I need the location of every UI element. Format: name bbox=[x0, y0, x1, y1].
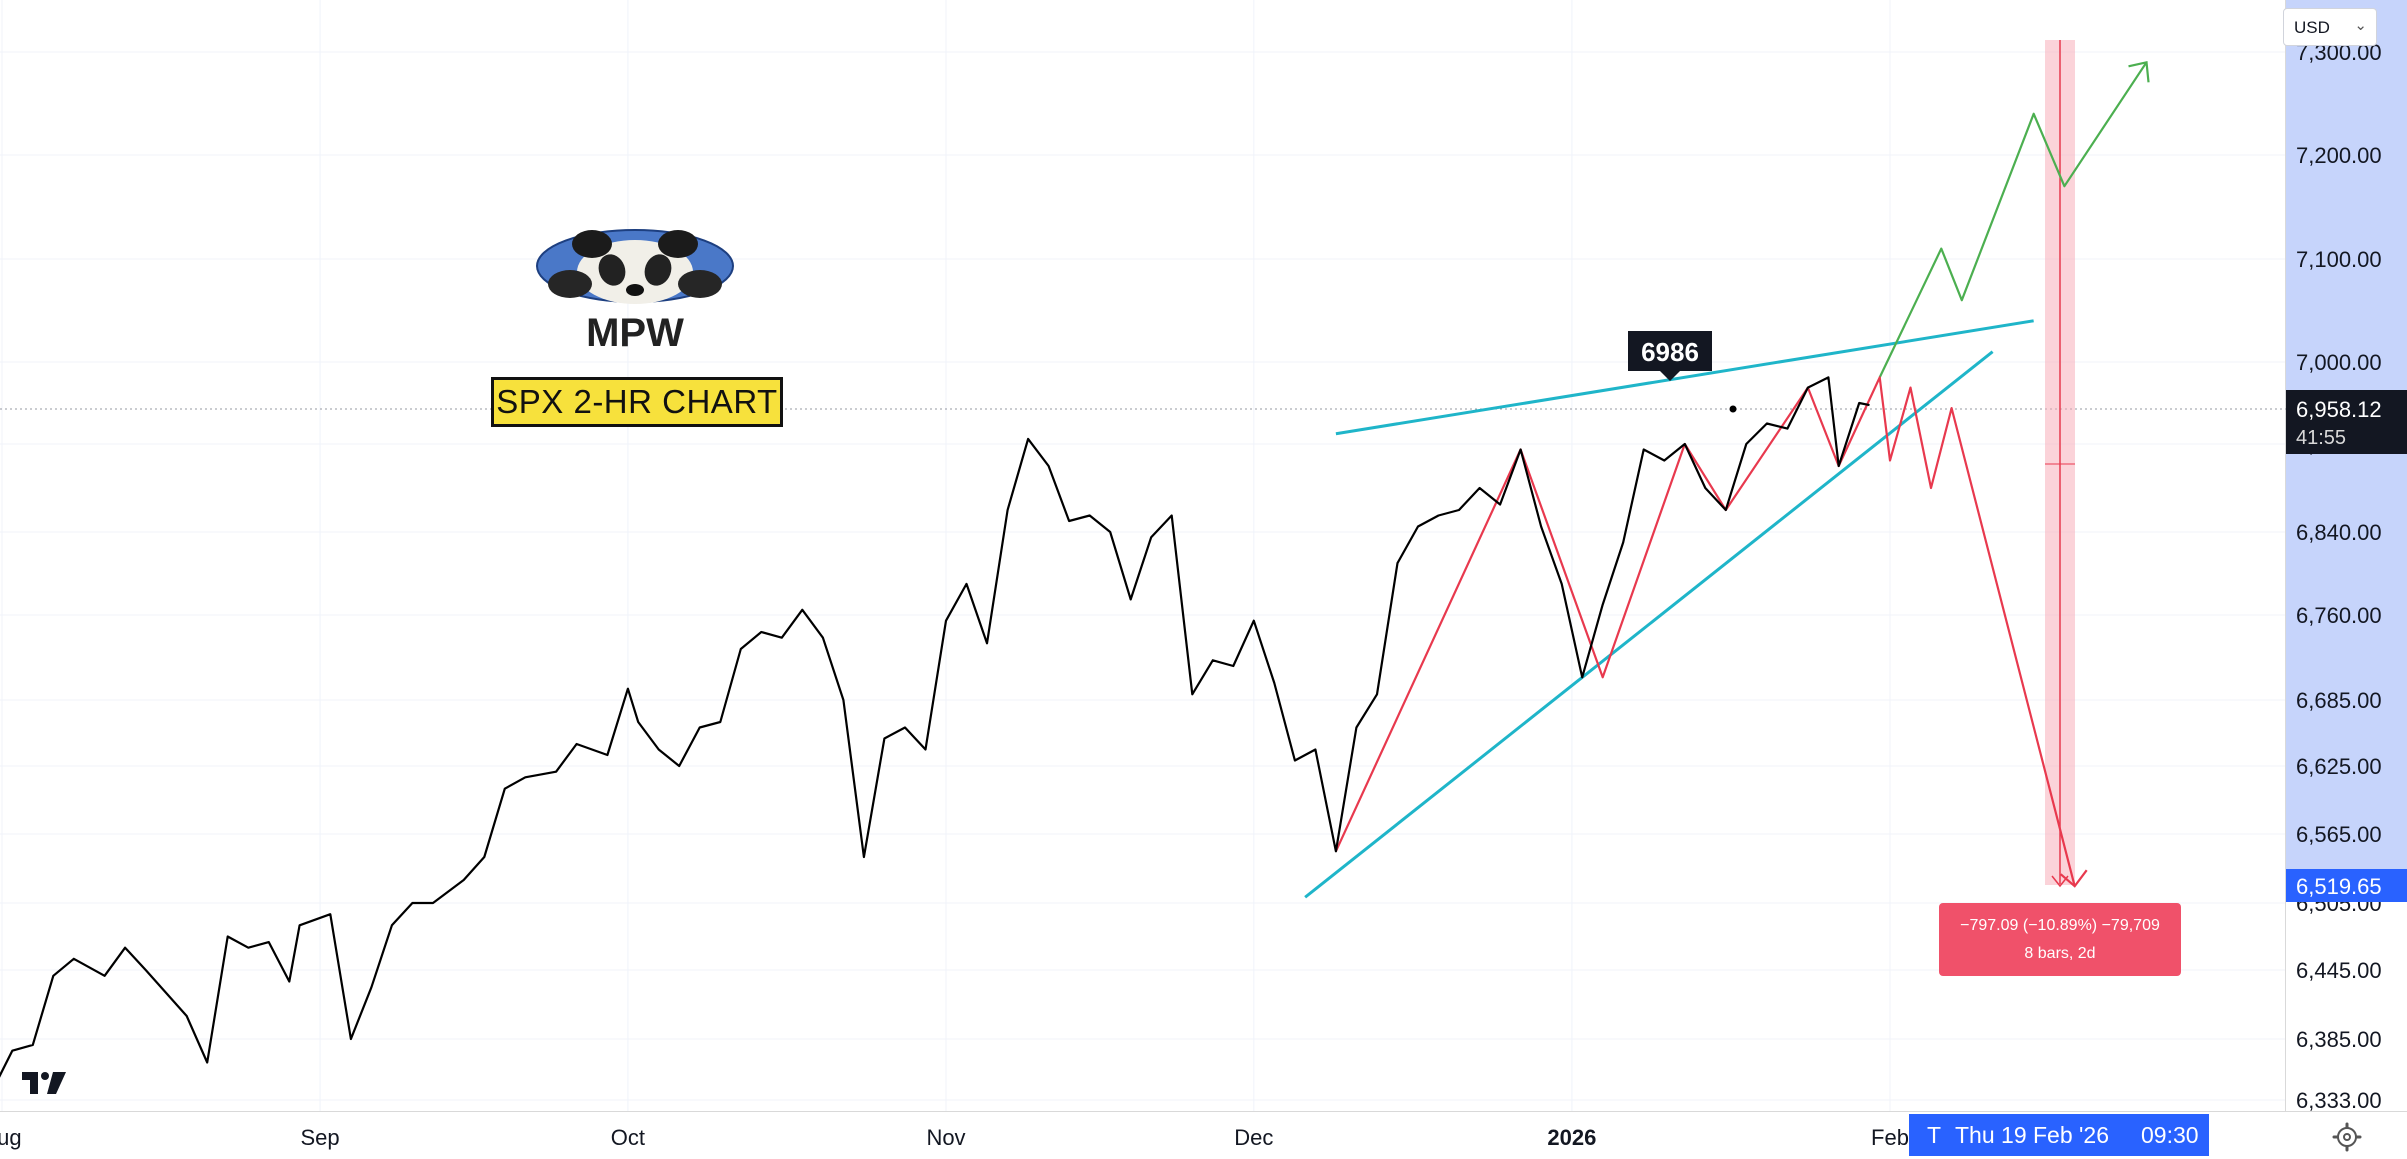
price-tick-label: 7,100.00 bbox=[2296, 247, 2382, 272]
time-axis-ticks: Aug Sep Oct Nov Dec 2026 Feb bbox=[0, 1125, 1909, 1150]
last-price-dot bbox=[1729, 405, 1737, 413]
crosshair-prefix: T bbox=[1927, 1122, 1942, 1148]
time-tick-label: Sep bbox=[301, 1125, 340, 1150]
price-series-line bbox=[0, 376, 1870, 1078]
chart-title: SPX 2-HR CHART bbox=[491, 377, 783, 427]
price-tick-label: 6,840.00 bbox=[2296, 520, 2382, 545]
target-price-tag: 6,519.65 bbox=[2286, 869, 2407, 902]
chart-grid bbox=[0, 0, 2285, 1111]
price-tick-label: 6,625.00 bbox=[2296, 754, 2382, 779]
peak-label-text: 6986 bbox=[1641, 337, 1699, 367]
current-price-tag: 6,958.12 41:55 bbox=[2286, 390, 2407, 454]
currency-label: USD bbox=[2294, 18, 2330, 37]
price-axis-highlight-lower bbox=[2286, 884, 2407, 1111]
measure-change: −797.09 (−10.89%) −79,709 bbox=[1960, 917, 2160, 934]
price-series bbox=[0, 376, 1870, 1078]
price-tick-label: 6,445.00 bbox=[2296, 958, 2382, 983]
time-tick-label: Oct bbox=[611, 1125, 645, 1150]
bullish-projection-line bbox=[1878, 61, 2148, 378]
logo-text: MPW bbox=[586, 311, 684, 355]
measure-bars: 8 bars, 2d bbox=[2024, 945, 2096, 962]
panda-icon: MPW bbox=[536, 229, 734, 355]
trend-line bbox=[1335, 319, 2034, 436]
price-tick-label: 6,565.00 bbox=[2296, 822, 2382, 847]
bearish-projection bbox=[1334, 376, 2088, 888]
mpw-logo: MPW bbox=[530, 228, 740, 368]
bearish-projection-line bbox=[1334, 376, 2076, 887]
target-price-value: 6,519.65 bbox=[2296, 874, 2382, 899]
countdown-value: 41:55 bbox=[2296, 427, 2346, 449]
price-tick-label: 6,685.00 bbox=[2296, 688, 2382, 713]
price-tick-label: 6,760.00 bbox=[2296, 603, 2382, 628]
measure-info-box: −797.09 (−10.89%) −79,709 8 bars, 2d bbox=[1939, 903, 2181, 976]
chevron-down-icon: ⌄ bbox=[2354, 17, 2367, 34]
bearish-arrowhead bbox=[2059, 869, 2088, 888]
wedge-trend-lines bbox=[1304, 319, 2034, 899]
price-tick-label: 7,200.00 bbox=[2296, 143, 2382, 168]
tradingview-logo-icon[interactable] bbox=[20, 1064, 70, 1100]
time-tick-label: Aug bbox=[0, 1125, 22, 1150]
trend-line bbox=[1304, 350, 1994, 899]
crosshair-time: 09:30 bbox=[2141, 1122, 2199, 1148]
gear-icon[interactable] bbox=[2330, 1120, 2364, 1154]
peak-label: 6986 bbox=[1628, 331, 1712, 381]
bullish-projection bbox=[1878, 60, 2150, 378]
price-tick-label: 7,000.00 bbox=[2296, 350, 2382, 375]
price-tick-label: 6,385.00 bbox=[2296, 1027, 2382, 1052]
crosshair-date: Thu 19 Feb '26 bbox=[1955, 1122, 2109, 1148]
time-tick-label: 2026 bbox=[1547, 1125, 1596, 1150]
currency-select[interactable]: USD ⌄ bbox=[2283, 8, 2377, 46]
time-tick-label: Nov bbox=[926, 1125, 965, 1150]
price-tick-label: 6,333.00 bbox=[2296, 1088, 2382, 1113]
time-tick-label: Feb bbox=[1871, 1125, 1909, 1150]
time-tick-label: Dec bbox=[1234, 1125, 1273, 1150]
bullish-arrowhead bbox=[2128, 60, 2150, 83]
current-price-value: 6,958.12 bbox=[2296, 397, 2382, 422]
crosshair-time-label: T Thu 19 Feb '26 09:30 bbox=[1909, 1114, 2209, 1156]
